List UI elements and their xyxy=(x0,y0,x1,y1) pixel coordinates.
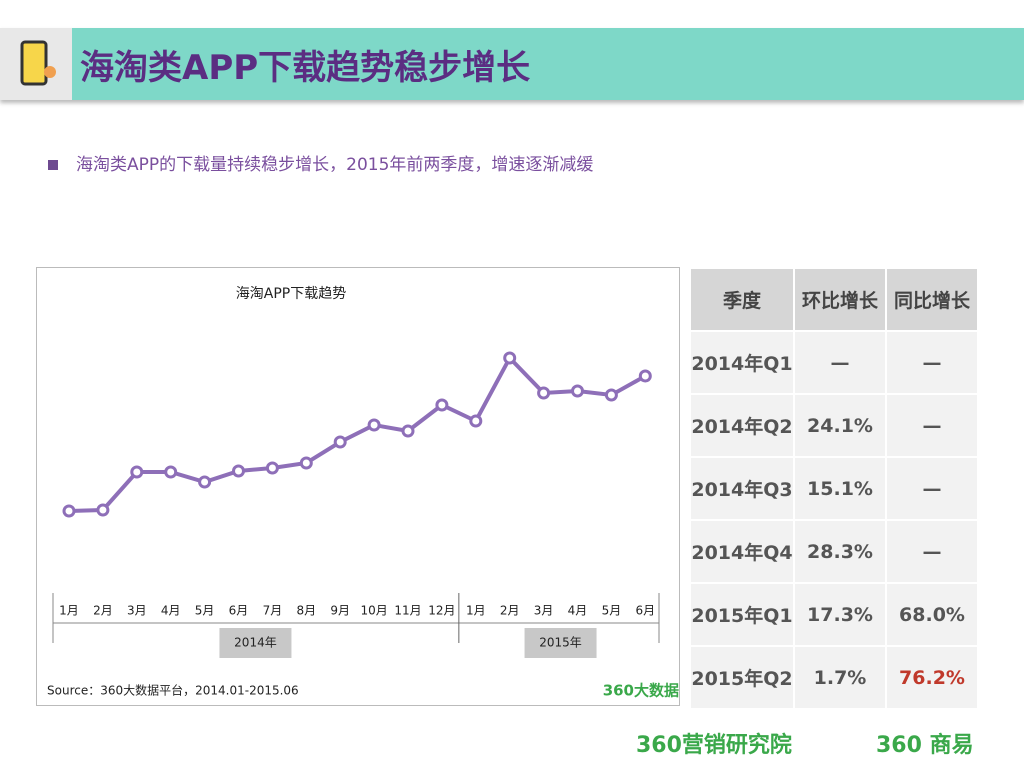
chart: 海淘APP下载趋势 Source：360大数据平台，2014.01-2015.0… xyxy=(47,286,679,700)
data-point xyxy=(604,388,618,402)
data-point xyxy=(198,475,212,489)
table-row: 2015年Q2 1.7% 76.2% xyxy=(691,647,977,708)
data-point xyxy=(469,414,483,428)
table-cell: 2014年Q3 xyxy=(691,458,793,519)
x-tick-label: 4月 xyxy=(161,604,181,618)
table-row: 2014年Q1— — xyxy=(691,332,977,393)
table-cell: 68.0% xyxy=(887,584,977,645)
group-box xyxy=(524,628,597,658)
x-tick-label: 2月 xyxy=(500,604,520,618)
table-row: 2014年Q2 24.1% — xyxy=(691,395,977,456)
watermark: 360大数据 xyxy=(603,682,679,700)
header-bar: 海淘类APP下载趋势稳步增长 xyxy=(0,28,1024,100)
data-line xyxy=(68,354,647,513)
table-cell: 2014年Q4 xyxy=(691,521,793,582)
footer-brand: 360 商易 xyxy=(876,733,974,758)
chart-title: 海淘APP下载趋势 xyxy=(236,286,346,302)
x-tick-label: 3月 xyxy=(127,604,147,618)
table-cell: — xyxy=(795,332,885,393)
x-tick-label: 8月 xyxy=(296,604,316,618)
x-tick-label: 3月 xyxy=(534,604,554,618)
data-point xyxy=(537,386,551,400)
x-tick-label: 9月 xyxy=(330,604,350,618)
icon xyxy=(0,28,72,100)
x-tick-label: 6月 xyxy=(635,604,655,618)
bullet-text: 海淘类APP的下载量持续稳步增长，2015年前两季度，增速逐渐减缓 xyxy=(76,155,594,175)
header-cell: 同比增长 xyxy=(887,269,977,330)
x-tick-label: 1月 xyxy=(466,604,486,618)
x-tick-label: 12月 xyxy=(428,604,455,618)
chart-box: 海淘APP下载趋势 Source：360大数据平台，2014.01-2015.0… xyxy=(36,267,680,706)
table-row: 2014年Q4 28.3% — xyxy=(691,521,977,582)
table-cell: 2015年Q1 xyxy=(691,584,793,645)
table-cell: 2014年Q2 xyxy=(691,395,793,456)
x-tick-label: 10月 xyxy=(360,604,387,618)
footer-brand: 360营销研究院 xyxy=(636,733,792,758)
data-point xyxy=(164,465,178,479)
data-point xyxy=(367,418,381,432)
header-cell: 环比增长 xyxy=(795,269,885,330)
data-point xyxy=(130,465,144,479)
data-point xyxy=(503,351,517,365)
table-header-row: 季度 环比增长 同比增长 xyxy=(691,269,977,330)
table-cell: 76.2% xyxy=(887,647,977,708)
data-point xyxy=(638,369,652,383)
data-point xyxy=(265,461,279,475)
x-tick-label: 1月 xyxy=(59,604,79,618)
x-tick-label: 5月 xyxy=(602,604,622,618)
table-cell: 24.1% xyxy=(795,395,885,456)
table-row: 2014年Q3 15.1% — xyxy=(691,458,977,519)
data-point xyxy=(96,503,110,517)
table-cell: 15.1% xyxy=(795,458,885,519)
data-point xyxy=(232,464,245,478)
x-tick-label: 6月 xyxy=(229,604,249,618)
page-title: 海淘类APP下载趋势稳步增长 xyxy=(80,48,531,88)
phone-icon xyxy=(20,40,56,86)
data-point xyxy=(299,456,313,470)
data-point xyxy=(401,424,415,438)
data-point xyxy=(435,398,449,412)
source: Source：360大数据平台，2014.01-2015.06 xyxy=(47,683,299,698)
x-tick-label: 7月 xyxy=(263,604,283,618)
x-tick-label: 5月 xyxy=(195,604,215,618)
data-point xyxy=(62,504,76,518)
table: 季度 环比增长 同比增长 2014年Q1— —2014年Q2 24.1% —2014年Q3 1… xyxy=(689,267,979,710)
bullet: 海淘类APP的下载量持续稳步增长，2015年前两季度，增速逐渐减缓 xyxy=(48,150,593,175)
table-cell: 2015年Q2 xyxy=(691,647,793,708)
data-point xyxy=(571,384,584,398)
group-label: 2015年 xyxy=(539,636,582,650)
table-cell: — xyxy=(887,332,977,393)
table-cell: 1.7% xyxy=(795,647,885,708)
table-row: 2015年Q1 17.3% 68.0% xyxy=(691,584,977,645)
table-cell: 17.3% xyxy=(795,584,885,645)
table-cell: — xyxy=(887,395,977,456)
x-tick-label: 11月 xyxy=(394,604,421,618)
x-tick-label: 4月 xyxy=(568,604,588,618)
table-cell: — xyxy=(887,458,977,519)
table-cell: 28.3% xyxy=(795,521,885,582)
header-cell: 季度 xyxy=(691,269,793,330)
group-label: 2014年 xyxy=(234,636,277,650)
data-point xyxy=(333,435,347,449)
x-tick-label: 2月 xyxy=(93,604,113,618)
table-cell: 2014年Q1 xyxy=(691,332,793,393)
group-box xyxy=(219,628,292,658)
table-cell: — xyxy=(887,521,977,582)
